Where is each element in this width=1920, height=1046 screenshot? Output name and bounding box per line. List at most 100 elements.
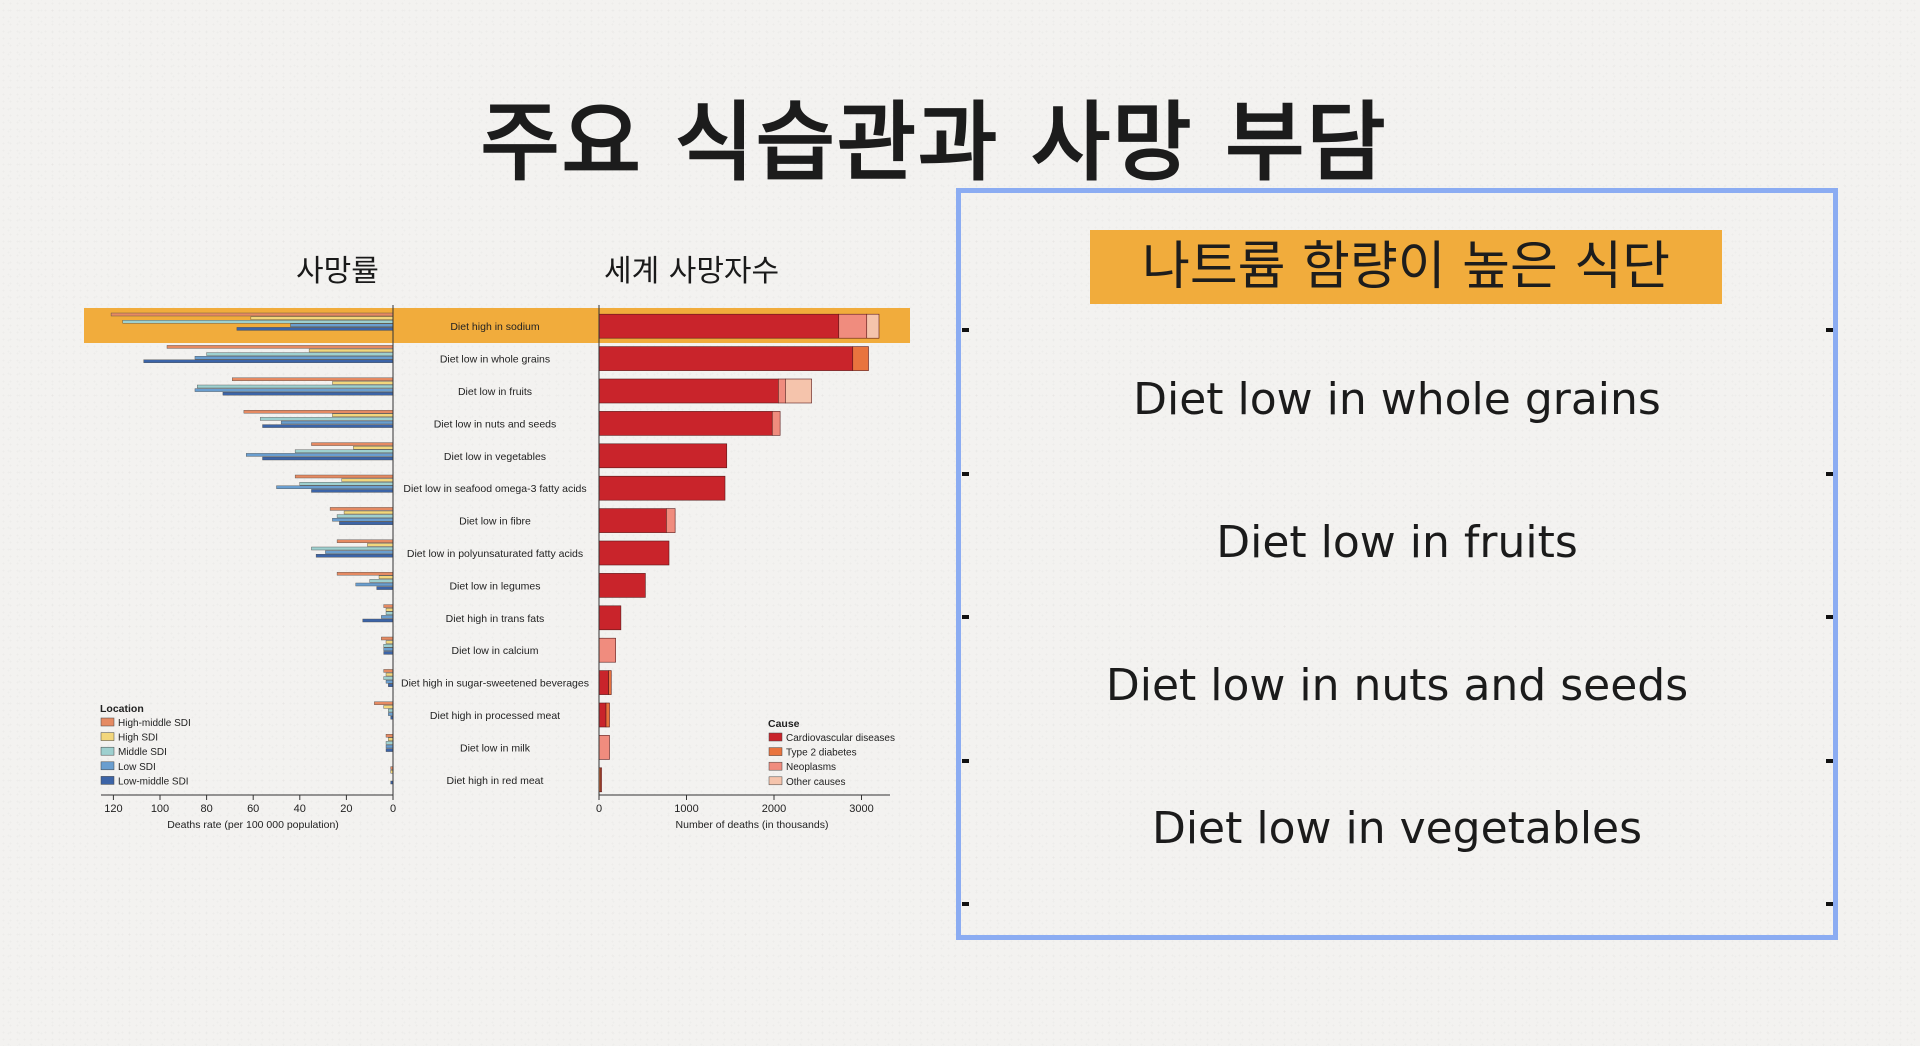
risk-label-diet-high-in-red-meat: Diet high in red meat <box>447 775 544 787</box>
rate-bar-low-sdi-14 <box>385 744 394 749</box>
panel-tick <box>962 472 969 476</box>
panel-tick <box>1826 759 1833 763</box>
deaths-bar-type-2-diabetes-13 <box>605 702 610 728</box>
rate-bar-low-sdi-7 <box>332 518 394 522</box>
rate-tick-label: 120 <box>104 803 122 815</box>
deaths-bar-neoplasms-3 <box>778 378 786 404</box>
panel-item-vegetables: Diet low in vegetables <box>1151 803 1643 854</box>
panel-tick <box>962 615 969 619</box>
legend-swatch-type-2-diabetes <box>768 747 783 756</box>
rate-tick-label: 0 <box>390 803 396 815</box>
diet-risk-chart: 120 100 80 60 40 20 0 Deaths rate (per 100 000 … <box>100 305 895 831</box>
rate-bar-high-middle-sdi-11 <box>381 636 394 641</box>
rate-bar-middle-sdi-9 <box>369 579 394 583</box>
rate-bar-high-sdi-2 <box>308 348 394 353</box>
rate-bar-high-middle-sdi-9 <box>336 572 394 576</box>
rate-bar-high-middle-sdi-5 <box>311 442 394 446</box>
rate-bar-high-sdi-14 <box>388 737 394 741</box>
rate-bar-middle-sdi-2 <box>206 352 394 356</box>
rate-bar-high-sdi-8 <box>367 543 394 547</box>
risk-label-diet-low-in-polyunsaturated-fatty-acids: Diet low in polyunsaturated fatty acids <box>407 548 583 560</box>
rate-bar-high-middle-sdi-10 <box>383 604 394 608</box>
deaths-bar-cardiovascular-diseases-5 <box>598 443 728 469</box>
rate-bar-low-middle-sdi-12 <box>388 683 394 687</box>
deaths-bar-cardiovascular-diseases-6 <box>598 475 726 501</box>
rate-bar-middle-sdi-11 <box>383 644 394 648</box>
deaths-tick-label: 1000 <box>674 803 698 815</box>
panel-item-fruits: Diet low in fruits <box>1216 517 1578 568</box>
rate-bar-high-sdi-10 <box>385 608 394 612</box>
rate-bar-high-sdi-3 <box>332 381 394 385</box>
rate-bar-low-middle-sdi-14 <box>385 748 394 752</box>
deaths-bar-neoplasms-1 <box>838 313 868 339</box>
rate-bar-middle-sdi-8 <box>311 546 394 551</box>
rate-bar-high-middle-sdi-14 <box>385 734 394 738</box>
rate-bar-low-sdi-9 <box>355 582 394 587</box>
highlight-panel <box>956 188 1838 940</box>
legend-label-high-sdi: High SDI <box>118 733 158 744</box>
global-deaths-label: 세계 사망자수 <box>604 254 780 289</box>
deaths-bar-neoplasms-14 <box>598 735 610 760</box>
deaths-bar-other-causes-1 <box>866 313 880 339</box>
legend-swatch-low-sdi <box>100 761 115 771</box>
risk-label-diet-low-in-milk: Diet low in milk <box>460 742 531 754</box>
page-title: 주요 식습관과 사망 부담 <box>480 93 1388 193</box>
legend-swatch-low-middle-sdi <box>100 776 115 785</box>
panel-item-whole-grains: Diet low in whole grains <box>1133 374 1661 425</box>
panel-tick <box>962 328 969 332</box>
rate-bar-low-middle-sdi-3 <box>222 392 394 396</box>
risk-label-diet-high-in-trans-fats: Diet high in trans fats <box>446 613 545 625</box>
deaths-bar-neoplasms-7 <box>666 508 676 533</box>
rate-bar-high-sdi-12 <box>385 672 394 677</box>
risk-label-diet-low-in-vegetables: Diet low in vegetables <box>444 451 546 463</box>
rate-bar-high-sdi-1 <box>250 316 394 320</box>
rate-bar-middle-sdi-12 <box>383 676 394 680</box>
rate-tick-label: 20 <box>340 803 352 815</box>
rate-bar-middle-sdi-1 <box>122 320 394 324</box>
risk-label-diet-low-in-legumes: Diet low in legumes <box>449 580 540 592</box>
deaths-bar-other-causes-3 <box>785 378 812 404</box>
legend-swatch-neoplasms <box>768 761 783 771</box>
rate-bar-low-middle-sdi-8 <box>315 554 394 558</box>
panel-tick <box>1826 615 1833 619</box>
rate-bar-low-sdi-2 <box>194 356 394 360</box>
legend-label-cardiovascular-diseases: Cardiovascular diseases <box>786 733 895 744</box>
rate-x-axis-title: Deaths rate (per 100 000 population) <box>167 819 339 831</box>
deaths-bar-neoplasms-11 <box>598 637 616 663</box>
panel-tick <box>1826 328 1833 332</box>
legend-label-low-sdi: Low SDI <box>118 762 156 773</box>
panel-tick <box>1826 902 1833 906</box>
rate-bar-low-sdi-11 <box>383 647 394 651</box>
rate-bar-middle-sdi-4 <box>259 417 394 421</box>
legend-swatch-middle-sdi <box>100 746 115 756</box>
deaths-bar-cardiovascular-diseases-2 <box>598 346 854 371</box>
rate-bar-high-sdi-13 <box>383 705 394 709</box>
deaths-bar-neoplasms-4 <box>771 411 781 436</box>
rate-bar-high-middle-sdi-3 <box>232 377 394 381</box>
legend-label-neoplasms: Neoplasms <box>786 762 836 773</box>
deaths-bar-cardiovascular-diseases-8 <box>598 540 670 566</box>
rate-bar-low-middle-sdi-4 <box>262 424 394 428</box>
panel-tick <box>962 902 969 906</box>
rate-bar-high-middle-sdi-12 <box>383 669 394 673</box>
deaths-bar-type-2-diabetes-2 <box>852 346 869 371</box>
rate-bar-low-sdi-4 <box>280 420 394 425</box>
deaths-tick-label: 3000 <box>849 803 873 815</box>
panel-tick <box>1826 472 1833 476</box>
rate-bar-low-middle-sdi-1 <box>236 327 394 331</box>
rate-bar-middle-sdi-14 <box>385 741 394 745</box>
rate-bar-low-sdi-6 <box>276 485 394 489</box>
rate-bar-low-sdi-3 <box>194 388 394 392</box>
rate-bar-middle-sdi-7 <box>336 514 394 518</box>
rate-bar-high-sdi-9 <box>378 575 394 579</box>
deaths-bar-cardiovascular-diseases-13 <box>598 702 607 728</box>
rate-bar-low-middle-sdi-11 <box>383 651 394 655</box>
rate-tick-label: 80 <box>200 803 212 815</box>
rate-bar-low-sdi-5 <box>246 453 394 457</box>
rate-bar-high-middle-sdi-13 <box>374 701 394 705</box>
risk-label-diet-low-in-seafood-omega-3-fatty-acids: Diet low in seafood omega-3 fatty acids <box>403 483 586 495</box>
legend-label-high-middle-sdi: High-middle SDI <box>118 718 191 729</box>
rate-tick-label: 40 <box>294 803 306 815</box>
deaths-bar-cardiovascular-diseases-3 <box>598 378 779 404</box>
deaths-bar-cardiovascular-diseases-10 <box>598 605 622 631</box>
